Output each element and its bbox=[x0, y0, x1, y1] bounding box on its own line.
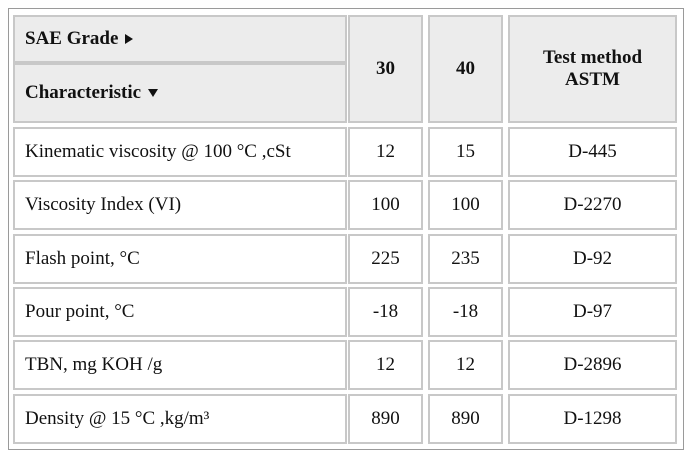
value-cell-text: -18 bbox=[372, 300, 399, 322]
sae-grade-header: SAE Grade bbox=[13, 15, 347, 63]
grade-header-text: 40 bbox=[456, 58, 475, 79]
test-method-header: Test method ASTM bbox=[508, 15, 677, 123]
value-cell-text: D-92 bbox=[572, 247, 613, 269]
characteristic-cell: Density @ 15 °C ,kg/m³ bbox=[13, 393, 347, 444]
grade-header: 30 bbox=[348, 15, 423, 123]
sae-grade-header-text: SAE Grade bbox=[25, 28, 119, 49]
value-cell-text: D-1298 bbox=[563, 407, 622, 429]
value-cell-text: D-2270 bbox=[563, 194, 622, 216]
characteristic-cell: Kinematic viscosity @ 100 °C ,cSt bbox=[13, 127, 347, 177]
grade-header: 40 bbox=[428, 15, 503, 123]
value-cell-text: D-445 bbox=[568, 141, 617, 162]
value-cell: D-2270 bbox=[508, 180, 677, 231]
value-cell-text: 225 bbox=[371, 247, 400, 269]
test-method-header-text: Test method ASTM bbox=[542, 47, 643, 90]
characteristic-cell-text: Density @ 15 °C ,kg/m³ bbox=[25, 407, 210, 429]
value-cell-text: 890 bbox=[371, 407, 400, 429]
characteristic-cell-text: Kinematic viscosity @ 100 °C ,cSt bbox=[25, 141, 291, 162]
value-cell: D-97 bbox=[508, 286, 677, 337]
value-cell: 100 bbox=[428, 180, 503, 231]
sort-icon bbox=[124, 33, 134, 45]
characteristic-cell-text: Viscosity Index (VI) bbox=[25, 194, 182, 216]
value-cell: -18 bbox=[348, 286, 423, 337]
value-cell: 12 bbox=[348, 340, 423, 391]
value-cell-text: 100 bbox=[451, 194, 480, 216]
value-cell: D-445 bbox=[508, 127, 677, 177]
characteristic-cell: Viscosity Index (VI) bbox=[13, 180, 347, 231]
characteristic-cell: TBN, mg KOH /g bbox=[13, 340, 347, 391]
value-cell: 15 bbox=[428, 127, 503, 177]
sort-icon bbox=[147, 88, 159, 98]
value-cell-text: 15 bbox=[456, 141, 475, 162]
characteristic-cell: Flash point, °C bbox=[13, 233, 347, 284]
value-cell: 235 bbox=[428, 233, 503, 284]
grade-header-text: 30 bbox=[376, 58, 395, 79]
characteristic-header-text: Characteristic bbox=[25, 82, 142, 103]
value-cell: D-1298 bbox=[508, 393, 677, 444]
characteristic-cell: Pour point, °C bbox=[13, 286, 347, 337]
value-cell: 225 bbox=[348, 233, 423, 284]
characteristic-cell-text: Pour point, °C bbox=[25, 300, 135, 322]
value-cell-text: 12 bbox=[376, 354, 395, 376]
value-cell-text: 235 bbox=[451, 247, 480, 269]
value-cell-text: 12 bbox=[376, 141, 395, 162]
value-cell-text: 100 bbox=[371, 194, 400, 216]
value-cell: 12 bbox=[428, 340, 503, 391]
value-cell: D-92 bbox=[508, 233, 677, 284]
characteristic-header: Characteristic bbox=[13, 63, 347, 123]
value-cell: D-2896 bbox=[508, 340, 677, 391]
value-cell-text: -18 bbox=[452, 300, 479, 322]
characteristic-cell-text: Flash point, °C bbox=[25, 247, 140, 269]
characteristic-cell-text: TBN, mg KOH /g bbox=[25, 354, 163, 376]
value-cell: 890 bbox=[348, 393, 423, 444]
value-cell-text: 890 bbox=[451, 407, 480, 429]
table: SAE Grade Characteristic 30 40 Test method A… bbox=[8, 8, 684, 450]
value-cell: 100 bbox=[348, 180, 423, 231]
value-cell: 890 bbox=[428, 393, 503, 444]
value-cell-text: 12 bbox=[456, 354, 475, 376]
value-cell: -18 bbox=[428, 286, 503, 337]
value-cell-text: D-97 bbox=[572, 300, 613, 322]
value-cell: 12 bbox=[348, 127, 423, 177]
value-cell-text: D-2896 bbox=[563, 354, 622, 376]
